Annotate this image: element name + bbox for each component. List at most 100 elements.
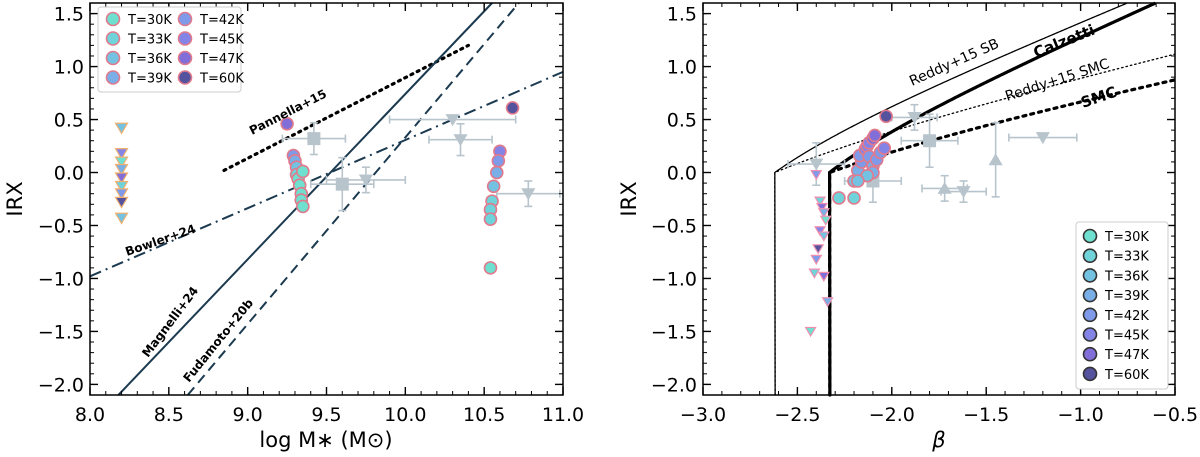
x-tick-label: 8.0 [75, 404, 105, 426]
data-point [491, 154, 506, 168]
legend-label: T=47K [199, 52, 244, 67]
curve-line [774, 2, 1128, 396]
right-y-axis-label: IRX [617, 181, 641, 216]
legend-marker [177, 11, 193, 27]
right-legend-box [1075, 221, 1169, 390]
upper-limit-triangle [814, 196, 827, 207]
right-axes-frame [702, 2, 1176, 396]
upper-limit-triangle [114, 180, 129, 193]
curve-line [827, 1, 1156, 396]
x-tick-label: 9.5 [311, 404, 341, 426]
right-panel: Reddy+15 SB Calzetti Reddy+15 SMC SMC −3… [617, 1, 1198, 452]
legend-label: T=45K [199, 33, 244, 48]
y-tick-label: 0.0 [54, 163, 84, 185]
y-tick-label: −2.0 [651, 374, 697, 396]
upper-limit-triangle [114, 156, 129, 169]
legend-label: T=42K [1104, 309, 1149, 324]
upper-limit-triangle [812, 244, 825, 255]
legend-label: T=30K [1104, 230, 1149, 245]
literature-point [445, 114, 460, 127]
data-point [505, 101, 520, 115]
legend-marker [1082, 287, 1098, 303]
x-tick-label: −2.0 [869, 404, 915, 426]
data-point [847, 191, 861, 205]
x-tick-label: −2.5 [774, 404, 820, 426]
upper-limit-triangle [819, 215, 832, 226]
y-tick-label: −0.5 [651, 215, 697, 237]
right-x-axis-label: β [931, 428, 945, 452]
x-tick-label: −3.0 [680, 404, 726, 426]
relation-line [89, 70, 564, 278]
legend-label: T=60K [1104, 368, 1149, 383]
upper-limit-triangle [114, 172, 129, 185]
legend-label: T=60K [199, 72, 244, 87]
x-tick-label: 8.5 [154, 404, 184, 426]
left-ticks: 8.0 8.5 9.0 9.5 10.0 10.5 11.0 −2.0 −1.5 −1.0 −0.5… [38, 3, 584, 426]
legend-marker [105, 11, 121, 27]
data-point [489, 165, 504, 180]
legend-marker [1082, 327, 1098, 342]
literature-point [521, 188, 536, 201]
y-tick-label: −1.5 [651, 321, 697, 343]
literature-point [809, 158, 824, 171]
y-tick-label: −1.0 [651, 268, 697, 290]
data-point [879, 109, 893, 124]
y-tick-label: 1.0 [54, 57, 84, 79]
left-y-axis-label: IRX [3, 181, 27, 216]
upper-limit-triangle [114, 196, 129, 209]
data-point [296, 199, 310, 214]
upper-limit-triangle [114, 188, 129, 201]
literature-point [307, 132, 321, 146]
upper-limit-triangle [817, 271, 830, 283]
data-point [280, 116, 294, 131]
legend-marker [1082, 268, 1098, 283]
upper-limit-triangle [810, 254, 823, 266]
x-tick-label: −0.5 [1152, 404, 1198, 426]
literature-point [956, 186, 971, 199]
legend-marker [1082, 307, 1098, 323]
literature-point [1035, 132, 1050, 145]
upper-limit-triangle [821, 297, 834, 308]
right-literature-points [787, 103, 1078, 203]
legend-marker [177, 50, 193, 66]
legend-label: T=30K [127, 13, 172, 28]
upper-limit-triangle [817, 231, 830, 242]
upper-limit-triangle [804, 326, 817, 338]
right-ticks: −3.0 −2.5 −2.0 −1.5 −1.0 −0.5 −2.0 −1.5 −1.0 −0.5… [651, 3, 1198, 426]
data-point [483, 212, 498, 226]
legend-label: T=33K [1104, 250, 1149, 265]
legend-label: T=39K [1104, 289, 1149, 304]
upper-limit-triangle [814, 226, 827, 237]
y-tick-label: 1.5 [54, 4, 84, 26]
legend-label: T=47K [1104, 348, 1149, 363]
y-tick-label: 0.5 [667, 110, 697, 132]
data-point [877, 141, 892, 155]
right-legend: T=30K T=33K T=36K T=39K T=42K T=45K T=47K T=60K [1075, 221, 1169, 390]
legend-marker [177, 31, 193, 46]
data-point [868, 128, 882, 143]
data-point [851, 174, 865, 188]
x-tick-label: 11.0 [542, 404, 584, 426]
left-data-points [114, 101, 520, 275]
y-tick-label: 0.0 [667, 163, 697, 185]
literature-point [923, 134, 937, 148]
literature-point [907, 112, 922, 125]
y-tick-label: 1.0 [667, 57, 697, 79]
legend-label: T=33K [127, 33, 172, 48]
x-tick-label: −1.0 [1058, 404, 1104, 426]
data-point [296, 164, 310, 179]
legend-label: T=45K [1104, 329, 1149, 344]
legend-marker [105, 31, 121, 46]
legend-marker [177, 70, 193, 85]
y-tick-label: 0.5 [54, 110, 84, 132]
upper-limit-triangle [114, 212, 129, 225]
upper-limit-triangle [114, 148, 129, 161]
literature-point [358, 174, 373, 187]
y-tick-label: −2.0 [38, 374, 84, 396]
x-tick-label: −1.5 [963, 404, 1009, 426]
upper-limit-triangle [815, 202, 828, 214]
literature-point [335, 177, 349, 191]
data-point [486, 179, 501, 194]
legend-marker [105, 50, 121, 66]
legend-marker [1082, 366, 1098, 382]
